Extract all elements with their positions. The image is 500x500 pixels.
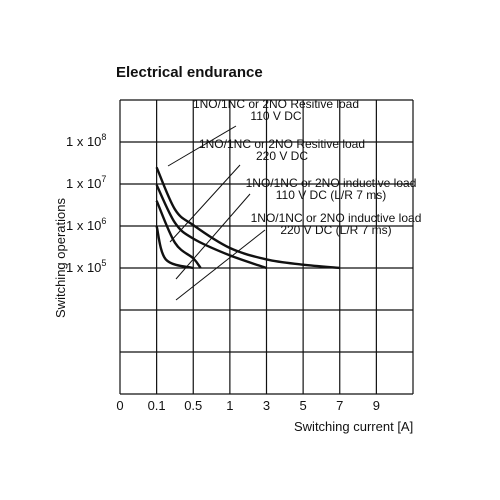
series-curve-2 (155, 184, 267, 270)
y-axis-label: Switching operations (53, 198, 68, 318)
x-axis-label: Switching current [A] (294, 419, 413, 434)
x-tick-label: 0.1 (148, 398, 166, 413)
series-curve-1 (155, 166, 340, 270)
x-tick-label: 0.5 (184, 398, 202, 413)
series-curve-3 (155, 200, 202, 269)
x-tick-label: 9 (373, 398, 380, 413)
leader-line-2 (169, 164, 241, 243)
series-label-2: 1NO/1NC or 2NO Resitive load 220 V DC (199, 137, 365, 163)
series-label-3: 1NO/1NC or 2NO inductive load 110 V DC (L… (246, 176, 417, 202)
x-tick-label: 5 (300, 398, 307, 413)
series-label-1: 1NO/1NC or 2NO Resitive load 110 V DC (193, 97, 359, 123)
series-curves (155, 166, 340, 270)
y-tick-label: 1 x 105 (66, 258, 106, 275)
y-tick-labels: 1 x 105 1 x 106 1 x 107 1 x 108 (66, 132, 106, 275)
leader-line-1 (167, 125, 237, 167)
leader-line-4 (175, 229, 266, 301)
y-tick-label: 1 x 106 (66, 216, 106, 233)
x-tick-label: 7 (336, 398, 343, 413)
chart-title: Electrical endurance (116, 64, 263, 81)
y-tick-label: 1 x 108 (66, 132, 106, 149)
series-annotations: 1NO/1NC or 2NO Resitive load 110 V DC 1NO/… (167, 97, 422, 301)
leader-line-3 (175, 193, 251, 280)
series-label-4: 1NO/1NC or 2NO inductive load 220 V DC (L… (251, 211, 422, 237)
x-tick-label: 3 (263, 398, 270, 413)
y-tick-label: 1 x 107 (66, 174, 106, 191)
x-tick-label: 1 (226, 398, 233, 413)
series-curve-4 (155, 225, 194, 270)
x-tick-labels: 0 0.1 0.5 1 3 5 7 9 (116, 398, 380, 413)
x-tick-label: 0 (116, 398, 123, 413)
